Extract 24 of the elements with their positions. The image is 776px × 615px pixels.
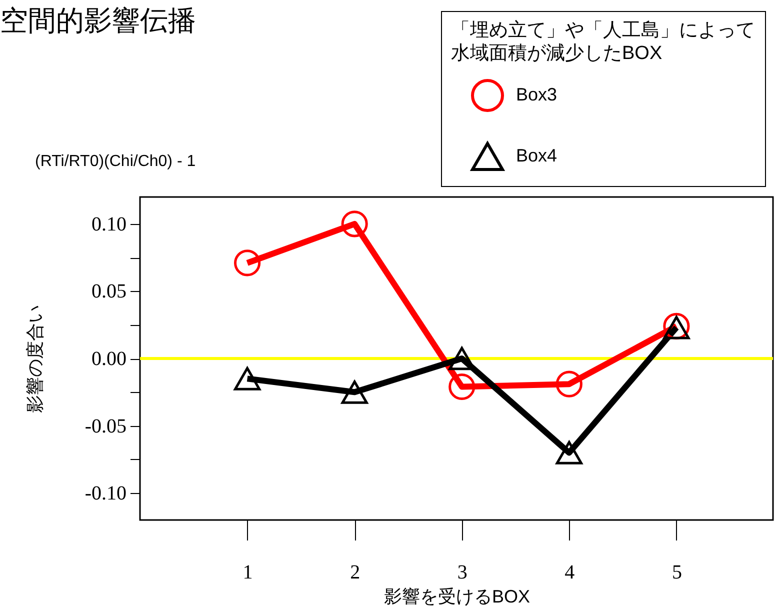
x-tick-label: 1	[242, 562, 253, 584]
point	[556, 370, 582, 398]
point	[448, 373, 476, 400]
text: (RTi/RT0)(Chi/Ch0) - 1	[35, 153, 196, 170]
legend-label: Box4	[516, 146, 558, 166]
x-tick-label: 3	[457, 562, 468, 584]
y-tick-label: 0.10	[92, 213, 126, 236]
y-tick-label: -0.05	[84, 415, 126, 438]
x-tick-label: 4	[564, 562, 575, 584]
point	[234, 250, 261, 276]
x-tick-label: 2	[350, 562, 360, 584]
legend-label: Box3	[516, 84, 558, 104]
point	[341, 210, 368, 238]
point	[341, 380, 368, 404]
point	[234, 367, 261, 390]
y-tick-label: 0.05	[92, 280, 126, 303]
y-tick-label: 0.00	[92, 348, 126, 370]
y-axis-title: 影響の度合い	[24, 305, 45, 413]
legend-title: 「埋め立て」や「人工島」によって水域面積が減少したBOX	[451, 19, 755, 64]
point	[556, 441, 582, 464]
y-tick-label: -0.10	[84, 482, 126, 505]
chart-title: 空間的影響伝播	[0, 5, 196, 36]
x-axis-title: 影響を受けるBOX	[384, 586, 530, 606]
x-tick-label: 5	[672, 562, 682, 584]
